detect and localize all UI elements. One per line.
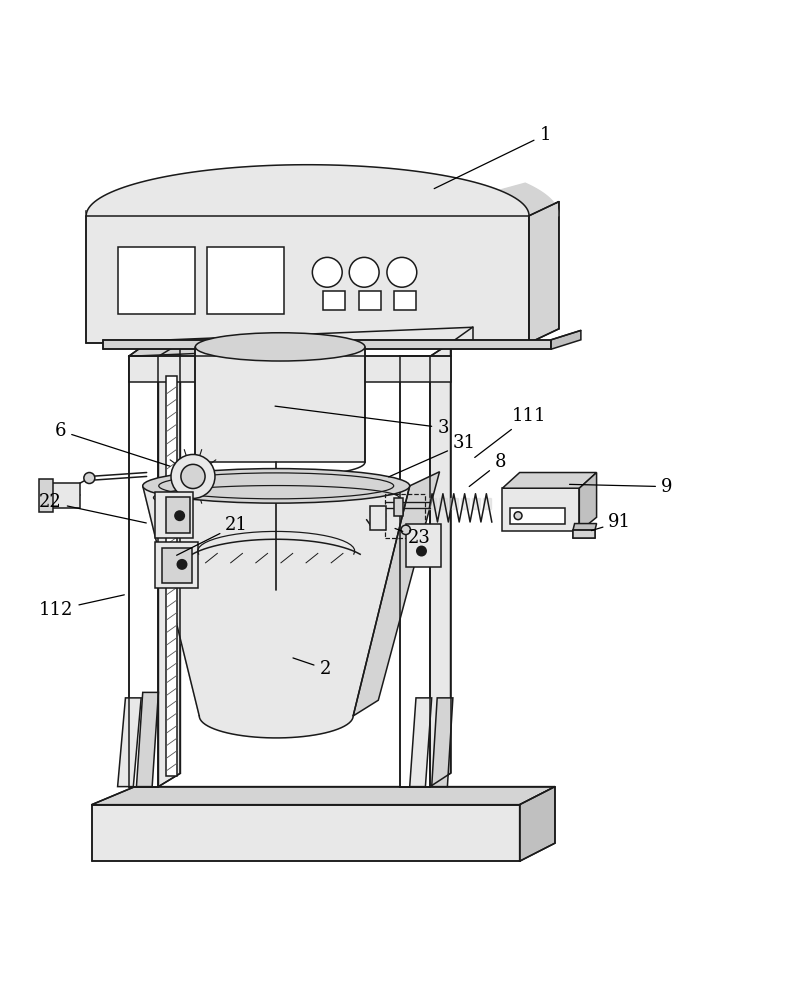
Circle shape [84, 473, 95, 484]
Bar [195, 347, 365, 462]
Polygon shape [519, 787, 555, 861]
Polygon shape [573, 524, 597, 530]
Ellipse shape [143, 469, 410, 503]
Text: 6: 6 [55, 422, 170, 466]
Text: 1: 1 [434, 126, 551, 189]
Bar [370, 506, 386, 530]
Bar [155, 492, 193, 538]
Circle shape [401, 525, 411, 535]
Polygon shape [91, 787, 555, 805]
Circle shape [387, 257, 417, 287]
Circle shape [349, 257, 379, 287]
Bar [323, 291, 345, 310]
Bar [394, 291, 416, 310]
Bar [91, 805, 519, 861]
Polygon shape [472, 498, 480, 509]
Text: 23: 23 [395, 528, 431, 547]
Bar [162, 548, 192, 583]
Bar [400, 356, 430, 787]
Polygon shape [117, 698, 141, 787]
Text: 31: 31 [388, 434, 476, 477]
Polygon shape [410, 698, 432, 787]
Bar [394, 498, 403, 516]
Text: 8: 8 [469, 453, 506, 487]
Bar [359, 291, 381, 310]
Bar [39, 479, 54, 512]
Polygon shape [432, 698, 453, 787]
Bar [155, 542, 199, 588]
Polygon shape [430, 343, 451, 787]
Bar [166, 376, 177, 776]
Bar [510, 508, 565, 524]
Polygon shape [529, 202, 559, 343]
Polygon shape [450, 498, 458, 509]
Polygon shape [143, 486, 410, 738]
Bar [207, 247, 284, 314]
Bar [166, 497, 190, 533]
Circle shape [514, 512, 522, 520]
Circle shape [181, 464, 205, 489]
Polygon shape [579, 473, 597, 531]
Polygon shape [158, 343, 180, 787]
Text: 91: 91 [591, 513, 631, 531]
Polygon shape [128, 327, 473, 356]
Text: 112: 112 [39, 595, 125, 619]
Bar [573, 530, 595, 538]
Polygon shape [551, 330, 581, 349]
Text: 21: 21 [177, 516, 248, 555]
Bar [503, 488, 579, 531]
Circle shape [171, 454, 215, 498]
Polygon shape [429, 498, 437, 509]
Text: 22: 22 [39, 493, 147, 523]
Circle shape [177, 560, 187, 569]
Bar [128, 356, 158, 787]
Text: 3: 3 [275, 406, 448, 437]
Polygon shape [353, 472, 440, 716]
Polygon shape [500, 183, 559, 216]
Text: 9: 9 [570, 478, 672, 496]
Bar [103, 340, 551, 349]
Polygon shape [503, 473, 597, 488]
Polygon shape [86, 165, 529, 216]
Text: 2: 2 [293, 658, 331, 678]
Bar [86, 211, 529, 343]
Circle shape [312, 257, 342, 287]
Ellipse shape [195, 333, 365, 361]
Polygon shape [440, 498, 448, 509]
Bar [128, 356, 451, 382]
Bar [117, 247, 195, 314]
Polygon shape [461, 498, 469, 509]
Polygon shape [136, 692, 158, 787]
Bar [406, 524, 441, 567]
Bar [385, 494, 426, 538]
Polygon shape [483, 498, 491, 509]
Circle shape [417, 546, 426, 556]
Bar [49, 483, 80, 508]
Circle shape [175, 511, 184, 520]
Text: 111: 111 [474, 407, 546, 457]
